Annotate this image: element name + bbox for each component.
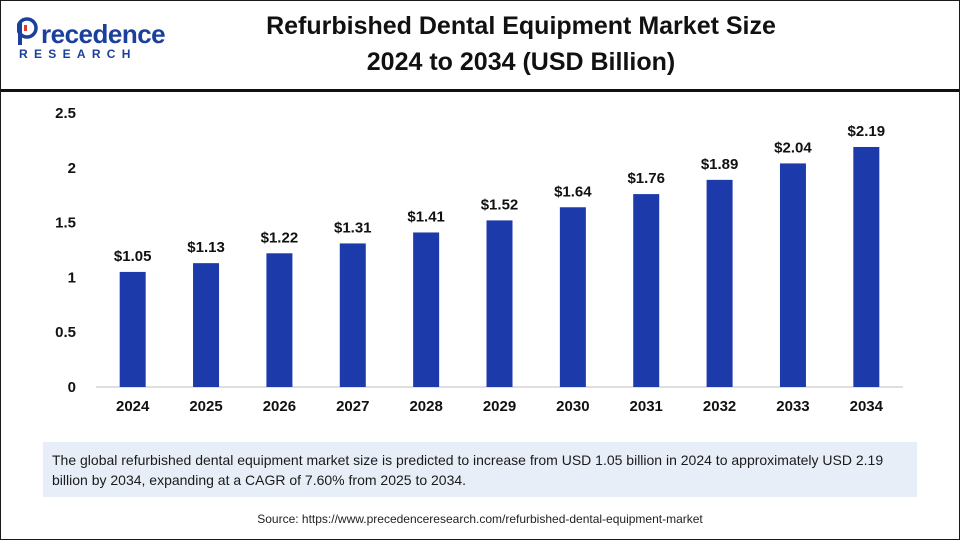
header-divider [1, 89, 959, 92]
x-tick-label: 2033 [776, 398, 809, 415]
data-label: $1.13 [187, 239, 225, 256]
data-label: $1.41 [407, 208, 445, 225]
header: recedence RESEARCH Refurbished Dental Eq… [1, 1, 959, 89]
y-tick-label: 0 [68, 379, 76, 396]
x-tick-label: 2025 [189, 398, 222, 415]
bar-2024 [119, 271, 146, 387]
data-label: $2.04 [774, 139, 812, 156]
x-tick-label: 2026 [263, 398, 296, 415]
bar-2032 [706, 179, 733, 387]
y-tick-label: 2.5 [55, 105, 76, 122]
brand-name: recedence [41, 19, 166, 49]
brand-logo-icon [17, 17, 38, 45]
source-link[interactable]: Source: https://www.precedenceresearch.c… [257, 512, 703, 526]
bar-2034 [853, 146, 880, 387]
x-tick-label: 2034 [850, 398, 884, 415]
brand-logo: recedence RESEARCH [15, 15, 175, 65]
data-label: $1.89 [701, 156, 739, 173]
x-tick-label: 2032 [703, 398, 736, 415]
bar-chart: 0 0.5 1 1.5 2 2.5 $1.05 2024 $1.13 2025 $1.22 2026 $… [55, 105, 903, 415]
brand-subtitle: RESEARCH [19, 47, 137, 61]
x-tick-label: 2029 [483, 398, 516, 415]
summary-text: The global refurbished dental equipment … [52, 452, 884, 488]
bar-2025 [193, 263, 220, 387]
y-tick-label: 1 [68, 269, 76, 286]
data-label: $1.52 [481, 196, 519, 213]
chart-title-line-1: Refurbished Dental Equipment Market Size [266, 12, 776, 40]
y-tick-label: 0.5 [55, 324, 76, 341]
data-label: $1.22 [261, 229, 299, 246]
data-label: $1.05 [114, 248, 152, 265]
chart-title: Refurbished Dental Equipment Market Size… [251, 8, 791, 80]
x-tick-label: 2027 [336, 398, 369, 415]
x-tick-label: 2028 [409, 398, 442, 415]
data-label: $1.64 [554, 183, 592, 200]
summary-box: The global refurbished dental equipment … [43, 442, 917, 497]
data-label: $2.19 [848, 123, 886, 140]
x-tick-label: 2031 [630, 398, 663, 415]
chart-area: 0 0.5 1 1.5 2 2.5 $1.05 2024 $1.13 2025 $1.22 2026 $… [0, 92, 960, 432]
x-tick-label: 2030 [556, 398, 589, 415]
x-tick-label: 2024 [116, 398, 150, 415]
bar-2031 [633, 194, 660, 387]
y-tick-label: 2 [68, 160, 76, 177]
bar-2028 [413, 232, 440, 387]
bar-2033 [779, 163, 806, 387]
y-tick-label: 1.5 [55, 215, 76, 232]
chart-title-line-2: 2024 to 2034 (USD Billion) [366, 48, 676, 76]
bar-2026 [266, 253, 293, 387]
data-label: $1.31 [334, 219, 372, 236]
bar-2030 [559, 207, 586, 387]
bar-2029 [486, 220, 513, 387]
data-label: $1.76 [627, 170, 665, 187]
bar-2027 [339, 243, 366, 387]
